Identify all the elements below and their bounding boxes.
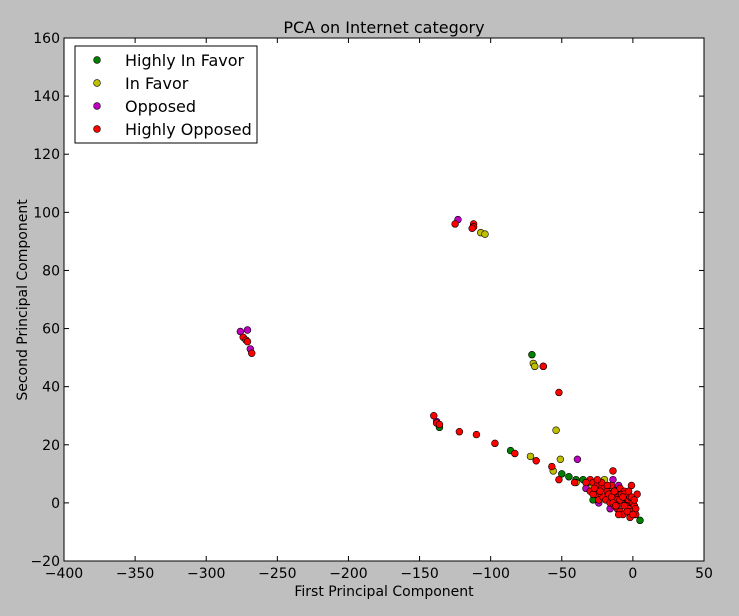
y-tick-label: 20 <box>42 438 60 454</box>
point-series-4 <box>612 502 620 510</box>
point-series-1 <box>528 351 536 359</box>
point-series-4 <box>555 475 563 484</box>
point-series-4 <box>593 475 602 484</box>
x-tick-label: −350 <box>116 566 154 582</box>
point-series-2 <box>531 362 539 371</box>
x-tick-label: −200 <box>329 566 367 582</box>
legend-label: Highly In Favor <box>125 51 245 70</box>
point-series-4 <box>435 420 444 429</box>
point-series-2 <box>481 230 489 238</box>
point-series-4 <box>609 467 617 475</box>
point-series-3 <box>573 455 582 464</box>
point-series-4 <box>451 220 459 228</box>
y-tick-label: 60 <box>42 322 60 338</box>
legend-label: Opposed <box>125 97 196 116</box>
y-tick-label: 80 <box>42 263 60 279</box>
y-tick-label: 160 <box>33 31 60 47</box>
point-series-4 <box>491 439 499 448</box>
point-series-4 <box>455 428 464 436</box>
point-series-4 <box>610 487 619 495</box>
point-series-4 <box>582 478 590 487</box>
chart-title: PCA on Internet category <box>283 18 484 37</box>
point-series-4 <box>627 481 636 490</box>
point-series-4 <box>630 496 639 504</box>
x-tick-label: −250 <box>258 566 296 582</box>
x-tick-label: −100 <box>471 566 509 582</box>
point-series-4 <box>632 505 640 513</box>
point-series-4 <box>430 412 438 420</box>
point-series-1 <box>636 516 644 525</box>
point-series-4 <box>243 337 252 346</box>
legend: Highly In Favor In Favor Opposed Highly Opp… <box>74 45 258 144</box>
x-tick-label: 0 <box>628 566 637 582</box>
x-axis-label: First Principal Component <box>294 584 474 600</box>
x-tick-label: −150 <box>400 566 438 582</box>
legend-label: Highly Opposed <box>125 120 252 139</box>
point-series-4 <box>472 430 481 439</box>
point-series-4 <box>532 457 540 465</box>
point-series-2 <box>526 452 535 461</box>
point-series-4 <box>614 510 623 519</box>
point-series-4 <box>629 510 637 519</box>
x-tick-label: −300 <box>187 566 225 582</box>
point-series-1 <box>558 470 566 478</box>
point-series-4 <box>570 478 579 487</box>
point-series-4 <box>555 388 563 397</box>
point-series-3 <box>236 327 245 336</box>
point-series-2 <box>556 455 565 464</box>
point-series-2 <box>552 426 560 434</box>
point-series-4 <box>468 224 476 233</box>
point-series-1 <box>565 473 573 481</box>
x-tick-label: −50 <box>547 566 577 582</box>
x-tick-label: −400 <box>45 566 83 582</box>
point-series-4 <box>548 462 556 471</box>
point-series-4 <box>624 487 633 495</box>
axis-ticks: −400 −350 −300 −250 −200 −150 −100 −50 0 50−20020… <box>30 31 712 582</box>
legend-marker <box>93 79 101 87</box>
legend-marker <box>93 56 101 64</box>
y-tick-label: 40 <box>42 380 60 396</box>
point-series-4 <box>619 493 627 501</box>
y-tick-label: −20 <box>30 554 60 570</box>
y-tick-label: 120 <box>33 147 60 163</box>
point-series-4 <box>248 349 256 357</box>
y-axis-label: Second Principal Component <box>15 199 31 401</box>
point-series-4 <box>620 502 629 510</box>
y-tick-label: 100 <box>33 205 60 221</box>
point-series-4 <box>511 449 519 458</box>
x-tick-label: 50 <box>695 566 713 582</box>
plot-frame <box>63 37 705 562</box>
legend-marker <box>93 125 101 133</box>
y-tick-label: 140 <box>33 89 60 105</box>
legend-label: In Favor <box>125 74 189 93</box>
y-tick-label: 0 <box>51 496 60 512</box>
point-series-4 <box>596 487 604 495</box>
point-series-4 <box>539 362 547 371</box>
legend-marker <box>93 102 101 110</box>
point-series-3 <box>243 326 252 334</box>
legend-box <box>74 45 258 144</box>
scatter-points <box>236 215 644 525</box>
